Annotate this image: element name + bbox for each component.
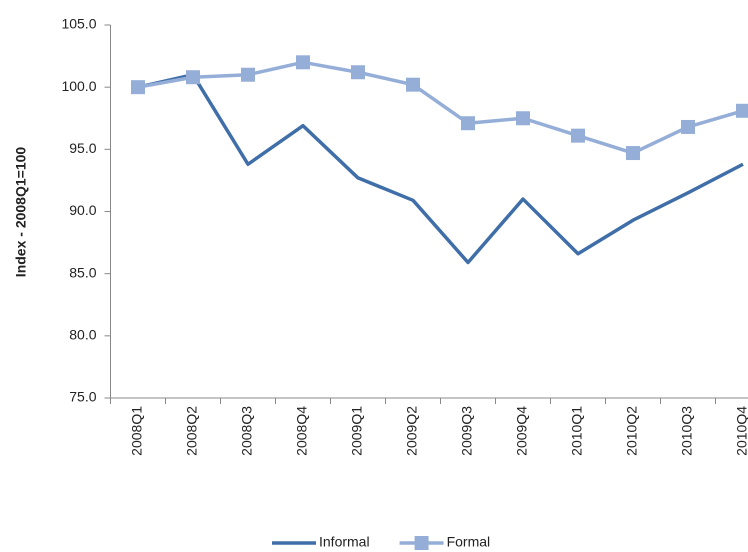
y-axis-label: Index - 2008Q1=100 [13,147,29,278]
legend-marker [414,536,429,550]
y-tick-label: 75.0 [69,389,96,405]
x-tick-label: 2008Q3 [239,406,255,456]
y-tick-label: 95.0 [69,140,96,156]
x-tick-label: 2010Q2 [624,406,640,456]
series-line [137,72,744,265]
point-marker [461,116,475,131]
y-tick-label: 80.0 [69,327,96,343]
y-tick-label: 105.0 [61,16,96,32]
point-marker [296,55,310,70]
y-tick-label: 90.0 [69,202,96,218]
point-marker [131,80,145,95]
series-line [137,60,744,155]
x-tick-label: 2009Q1 [349,406,365,456]
point-marker [736,103,748,118]
legend-label: Formal [447,534,491,550]
x-tick-label: 2008Q4 [294,406,310,456]
x-tick-label: 2010Q1 [569,406,585,456]
x-tick-label: 2009Q4 [514,406,530,456]
x-tick-label: 2010Q4 [734,406,748,456]
point-marker [626,146,640,161]
legend-label: Informal [319,534,370,550]
point-marker [571,128,585,143]
point-marker [516,111,530,126]
x-tick-label: 2010Q3 [679,406,695,456]
point-marker [186,70,200,85]
y-tick-label: 85.0 [69,264,96,280]
x-tick-label: 2009Q3 [459,406,475,456]
x-tick-label: 2009Q2 [404,406,420,456]
x-tick-label: 2008Q1 [129,406,145,456]
point-marker [351,65,365,80]
point-marker [241,67,255,82]
x-tick-label: 2008Q2 [184,406,200,456]
point-marker [681,119,695,134]
y-tick-label: 100.0 [61,78,96,94]
point-marker [406,77,420,92]
